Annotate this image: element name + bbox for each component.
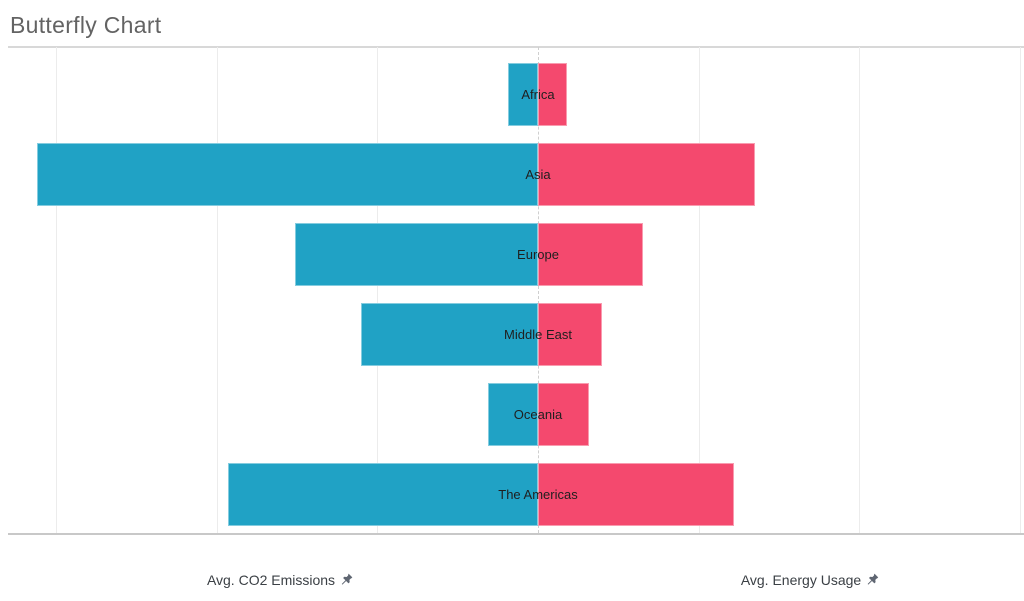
gridline: [377, 47, 379, 533]
center-reference-line: [538, 47, 539, 533]
right-bar-europe[interactable]: [538, 222, 643, 286]
left-bar-asia[interactable]: [36, 142, 538, 206]
right-bar-oceania[interactable]: [538, 383, 590, 447]
axis-bottom-line: [8, 533, 1024, 535]
right-bar-asia[interactable]: [538, 142, 755, 206]
gridline: [1020, 47, 1022, 533]
pin-icon: [341, 572, 353, 588]
left-bar-oceania[interactable]: [488, 383, 538, 447]
pin-icon: [867, 572, 879, 588]
gridline: [859, 47, 861, 533]
left-bar-africa[interactable]: [507, 62, 538, 126]
left-bar-europe[interactable]: [295, 222, 538, 286]
left-bar-middle-east[interactable]: [361, 303, 538, 367]
right-bar-the-americas[interactable]: [538, 463, 735, 527]
left-axis-title[interactable]: Avg. CO2 Emissions: [207, 571, 353, 588]
plot-area: Africa Asia Europe Middle East Oceania The Am…: [0, 47, 1024, 535]
gridline: [216, 47, 218, 533]
right-bar-middle-east[interactable]: [538, 303, 603, 367]
gridline: [55, 47, 57, 533]
right-bar-africa[interactable]: [538, 62, 567, 126]
gridline: [698, 47, 700, 533]
right-axis-title[interactable]: Avg. Energy Usage: [741, 571, 879, 588]
right-axis-title-label: Avg. Energy Usage: [740, 571, 862, 588]
title-divider: [8, 46, 1024, 48]
left-bar-the-americas[interactable]: [227, 463, 538, 527]
chart-title: Butterfly Chart: [10, 12, 162, 38]
left-axis-title-label: Avg. CO2 Emissions: [206, 571, 336, 588]
